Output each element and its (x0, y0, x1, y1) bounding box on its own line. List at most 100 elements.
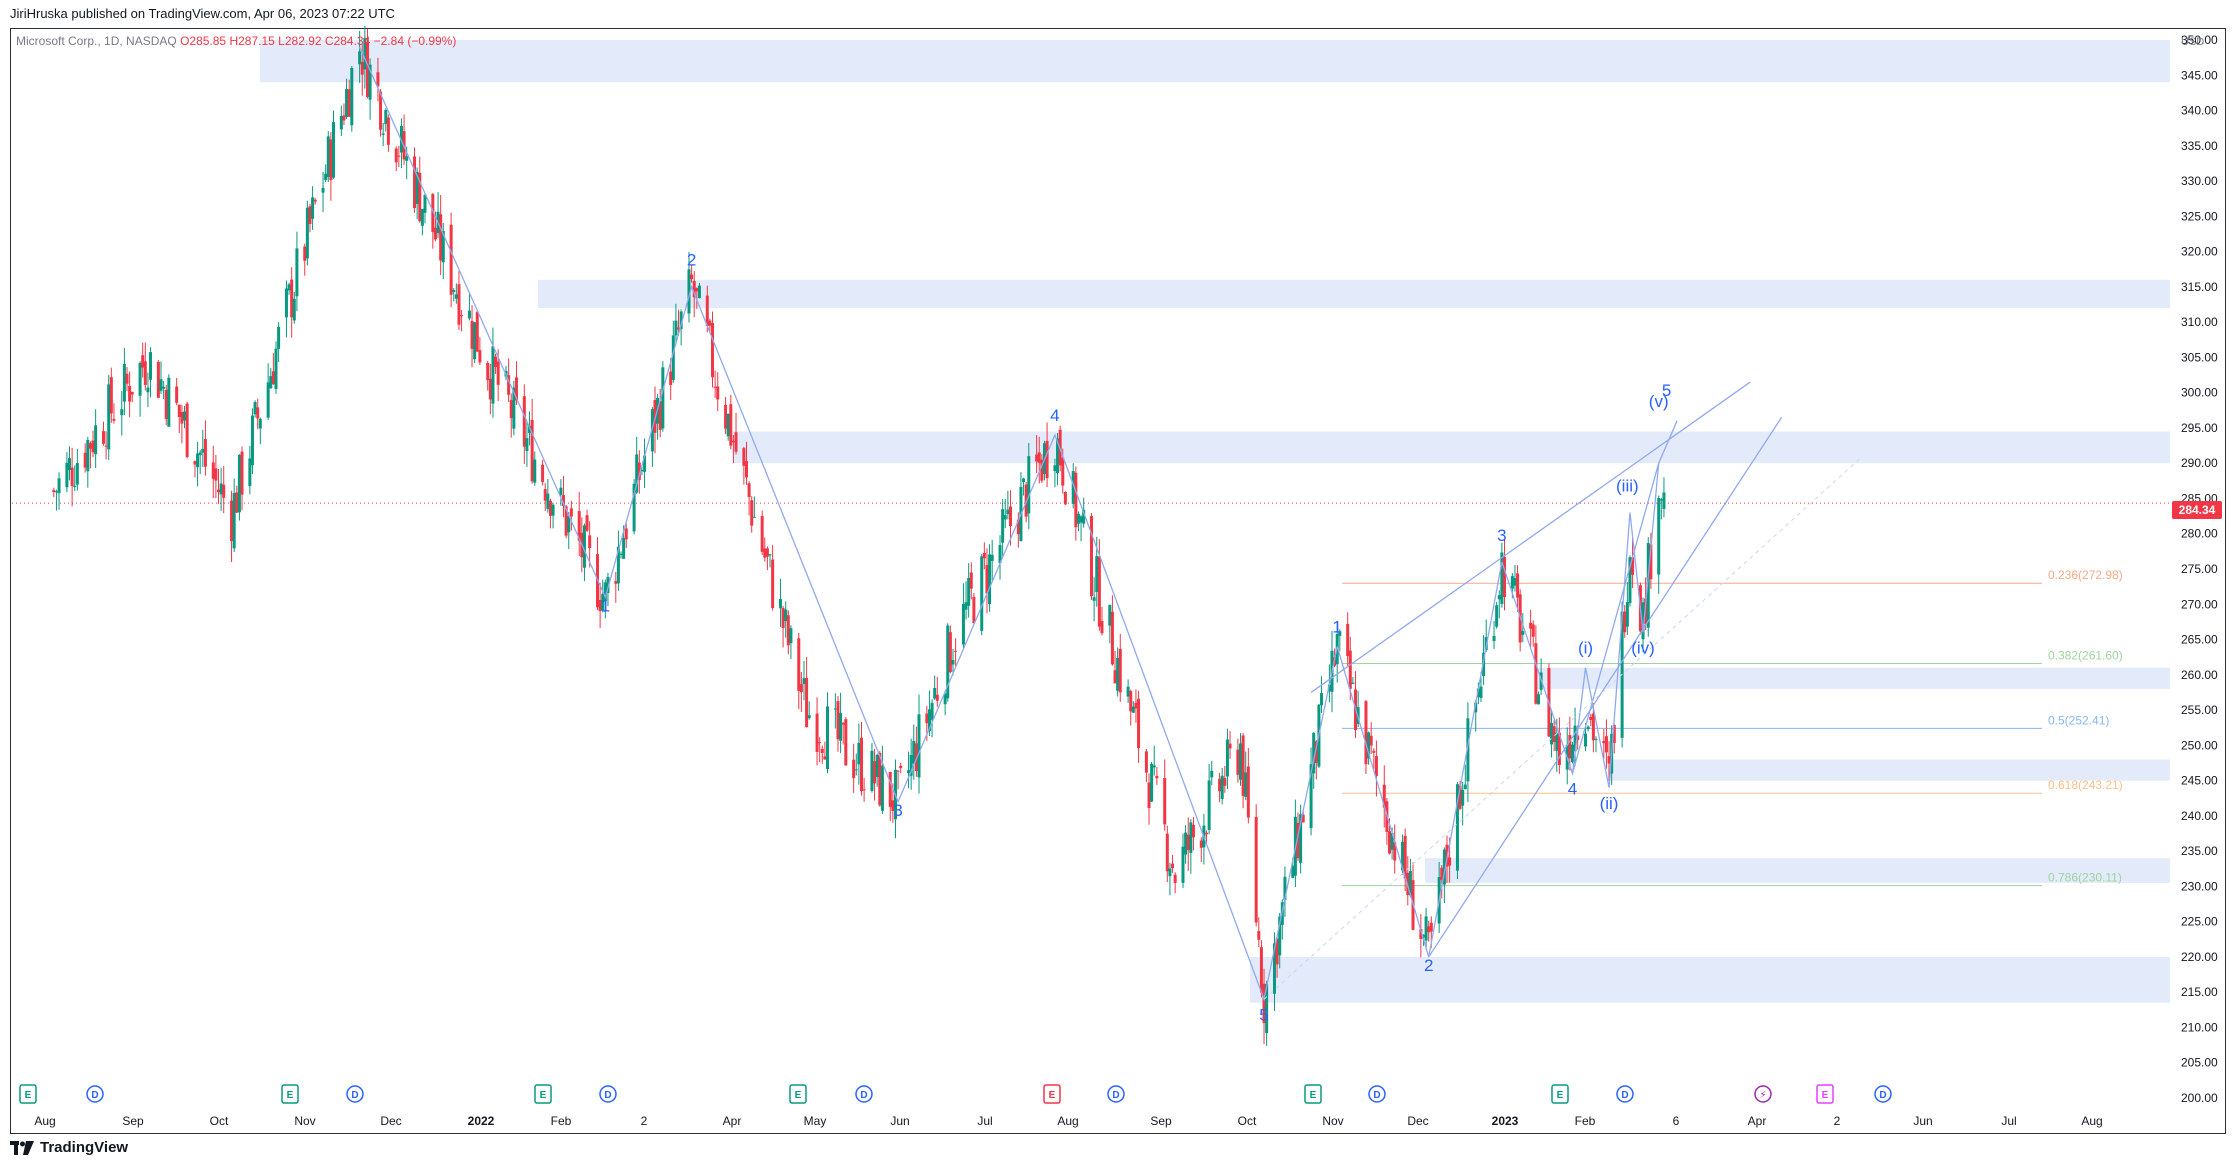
dividend-icon (1368, 1085, 1386, 1103)
candle-body (912, 740, 916, 764)
candle-body (159, 379, 163, 391)
candle-body (1646, 543, 1650, 628)
candle-body (1604, 736, 1608, 753)
candle-body (990, 554, 994, 561)
candle-body (1568, 735, 1572, 759)
candle-body (1092, 597, 1096, 601)
price-zone (538, 279, 2170, 309)
dividend-icon-letter: D (604, 1090, 611, 1101)
candle-body (175, 386, 179, 403)
candle-body (1110, 611, 1114, 665)
candle-body (381, 133, 385, 135)
candle-body (1173, 874, 1177, 883)
candle-body (635, 454, 639, 493)
candle-body (1205, 832, 1209, 835)
candle-body (1531, 624, 1535, 637)
candle-body (1364, 701, 1368, 765)
support-resistance-zones (260, 40, 2170, 1003)
candle-body (799, 684, 803, 693)
candle-body (1027, 456, 1031, 514)
price-tick-label: 265.00 (2181, 633, 2218, 647)
candle-body (841, 722, 845, 725)
candle-body (744, 461, 748, 478)
candle-body (1223, 778, 1227, 786)
time-tick-label: 2022 (468, 1114, 495, 1128)
time-tick-label: Jun (1913, 1114, 1932, 1128)
candle-body (287, 284, 291, 291)
candle-body (1536, 694, 1540, 705)
candle-body (512, 387, 516, 429)
candle-body (475, 311, 479, 352)
candle-body (1649, 544, 1653, 580)
candle-body (180, 411, 184, 424)
candle-body (954, 650, 958, 652)
candle-body (386, 117, 390, 145)
candle-body (543, 488, 547, 501)
candle-body (1474, 702, 1478, 713)
price-zone (1536, 667, 2170, 689)
candle-body (1056, 438, 1060, 473)
candle-body (1390, 832, 1394, 850)
candle-body (1312, 732, 1316, 774)
candle-body (1382, 784, 1386, 808)
candle-body (1254, 816, 1258, 923)
candle-body (1602, 740, 1606, 744)
candle-body (250, 415, 254, 466)
tradingview-logo[interactable]: TradingView (10, 1139, 128, 1156)
fib-level-label: 0.786(230.11) (2048, 871, 2122, 885)
candle-body (1008, 506, 1012, 527)
candle-body (237, 454, 241, 513)
candle-body (156, 361, 160, 398)
fib-level-label: 0.618(243.21) (2048, 778, 2123, 792)
earnings-icon (19, 1084, 37, 1104)
candle-body (1061, 457, 1065, 486)
candle-body (274, 348, 278, 389)
time-tick-label: Dec (1407, 1114, 1428, 1128)
candle-body (763, 548, 767, 558)
candle-body (1497, 595, 1501, 600)
candle-body (329, 139, 333, 181)
candle-body (1131, 706, 1135, 713)
candle-body (143, 361, 147, 385)
wave-label: (iv) (1631, 639, 1655, 658)
wave-label: (i) (1578, 639, 1593, 658)
candle-body (1006, 509, 1010, 515)
dividend-icon-letter: D (1879, 1090, 1886, 1101)
candle-body (637, 462, 641, 481)
candle-body (1291, 865, 1295, 878)
candle-body (494, 356, 498, 367)
candle-body (295, 248, 299, 297)
dividend-icon (855, 1085, 873, 1103)
chart-frame[interactable] (10, 28, 2226, 1134)
candle-body (624, 528, 628, 540)
candle-body (415, 171, 419, 204)
candle-body (1584, 733, 1588, 747)
candle-body (1045, 440, 1049, 479)
earnings-icon-letter: E (1049, 1090, 1056, 1101)
candle-body (541, 464, 545, 482)
candle-body (1163, 778, 1167, 825)
candle-body (1236, 749, 1240, 775)
candle-body (1479, 686, 1483, 698)
time-tick-label: Apr (1748, 1114, 1767, 1128)
candle-body (75, 463, 79, 485)
candle-body (342, 115, 346, 121)
candle-body (201, 448, 205, 453)
dividend-icon-letter: D (860, 1090, 867, 1101)
time-tick-label: Dec (380, 1114, 401, 1128)
candle-body (1421, 934, 1425, 938)
candle-body (859, 737, 863, 792)
upper-channel-line (1310, 381, 1751, 693)
candle-body (880, 765, 884, 811)
candle-body (951, 660, 955, 665)
wave-label: 4 (1050, 406, 1059, 425)
candle-body (1001, 509, 1005, 543)
candle-body (496, 361, 500, 385)
candle-body (1612, 724, 1616, 743)
price-tick-label: 250.00 (2181, 738, 2218, 752)
tradingview-logo-icon (10, 1140, 34, 1155)
candle-body (1576, 735, 1580, 740)
candle-body (1625, 602, 1629, 627)
candle-body (622, 537, 626, 559)
